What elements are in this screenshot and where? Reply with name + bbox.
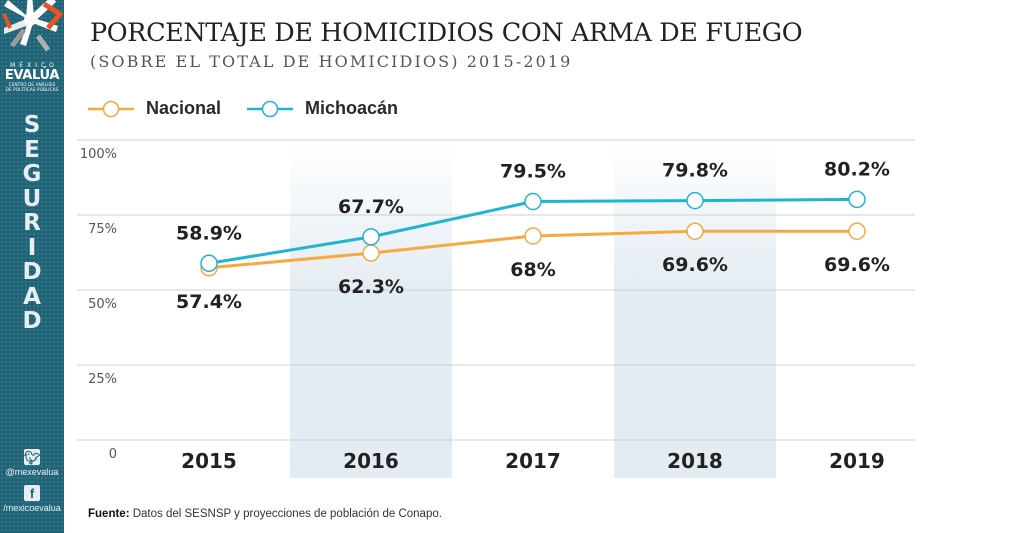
- data-label-michoacán: 80.2%: [824, 158, 890, 180]
- data-point-michoacán: [686, 191, 704, 210]
- shaded-column-2016: [290, 141, 452, 478]
- legend-item-nacional: Nacional: [88, 98, 221, 119]
- x-tick-label: 2015: [181, 449, 237, 473]
- chart-title: PORCENTAJE DE HOMICIDIOS CON ARMA DE FUE…: [90, 18, 803, 48]
- data-point-nacional: [848, 222, 866, 240]
- section-letter: G: [22, 161, 42, 187]
- section-letter: S: [23, 112, 41, 138]
- y-tick-label: 100%: [80, 147, 117, 162]
- brand-sub-2: DE POLÍTICAS PÚBLICAS: [5, 87, 59, 92]
- data-label-nacional: 62.3%: [338, 276, 404, 298]
- mexico-evalua-logo-icon: [2, 0, 63, 52]
- data-label-michoacán: 67.7%: [338, 196, 404, 218]
- source-label: Fuente:: [88, 508, 130, 520]
- data-point-michoacán: [362, 228, 380, 246]
- data-point-nacional: [524, 227, 542, 245]
- brand-sub-1: CENTRO DE ANÁLISIS: [8, 82, 56, 87]
- y-tick-label: 0: [109, 447, 117, 462]
- twitter-icon: 🐦︎: [24, 449, 41, 465]
- legend-swatch-michoacan-icon: [247, 100, 294, 117]
- data-label-nacional: 69.6%: [824, 254, 890, 276]
- data-point-nacional: [362, 244, 380, 262]
- x-tick-label: 2018: [667, 449, 723, 473]
- facebook-icon: f: [24, 485, 40, 501]
- legend-swatch-nacional-icon: [88, 100, 134, 117]
- section-letter: R: [23, 210, 41, 236]
- legend-label-nacional: Nacional: [146, 98, 222, 118]
- data-label-michoacán: 79.8%: [662, 160, 728, 182]
- legend: Nacional Michoacán: [88, 98, 424, 119]
- data-label-nacional: 57.4%: [176, 291, 242, 313]
- section-letter: D: [22, 308, 42, 334]
- brand-top: MÉXICO: [10, 62, 58, 69]
- facebook-link[interactable]: f /mexicoevalua: [0, 485, 64, 513]
- data-point-michoacán: [848, 190, 866, 209]
- data-label-michoacán: 58.9%: [176, 222, 242, 244]
- source-text: Datos del SESNSP y proyecciones de pobla…: [129, 508, 442, 520]
- data-label-nacional: 69.6%: [662, 254, 728, 276]
- facebook-handle: /mexicoevalua: [3, 503, 61, 513]
- brand-text: MÉXICO EVALÚA CENTRO DE ANÁLISIS DE POLÍ…: [0, 62, 64, 92]
- x-tick-label: 2017: [505, 449, 561, 473]
- y-tick-label: 25%: [88, 372, 117, 387]
- section-letter: U: [22, 185, 42, 212]
- section-letter: E: [24, 136, 40, 163]
- section-letter: D: [22, 259, 42, 285]
- data-point-michoacán: [200, 254, 218, 273]
- legend-label-michoacan: Michoacán: [305, 98, 399, 118]
- y-tick-label: 75%: [88, 222, 117, 237]
- sidebar: MÉXICO EVALÚA CENTRO DE ANÁLISIS DE POLÍ…: [0, 0, 64, 533]
- x-tick-label: 2019: [829, 449, 885, 473]
- data-label-nacional: 68%: [510, 259, 555, 281]
- data-point-michoacán: [524, 192, 542, 211]
- section-letter: A: [23, 283, 41, 310]
- section-letter: I: [27, 234, 37, 261]
- section-label: S E G U R I D A D: [0, 113, 64, 334]
- shaded-column-2018: [614, 141, 776, 478]
- twitter-link[interactable]: 🐦︎ @mexevalua: [0, 449, 64, 477]
- legend-item-michoacan: Michoacán: [247, 98, 398, 119]
- x-tick-label: 2016: [343, 449, 399, 473]
- brand-name: EVALÚA: [4, 68, 60, 83]
- source-note: Fuente: Datos del SESNSP y proyecciones …: [88, 508, 442, 520]
- chart-subtitle: (SOBRE EL TOTAL DE HOMICIDIOS) 2015-2019: [90, 52, 573, 71]
- y-tick-label: 50%: [88, 297, 117, 312]
- data-label-michoacán: 79.5%: [500, 161, 566, 183]
- data-point-nacional: [686, 222, 704, 240]
- twitter-handle: @mexevalua: [5, 467, 59, 477]
